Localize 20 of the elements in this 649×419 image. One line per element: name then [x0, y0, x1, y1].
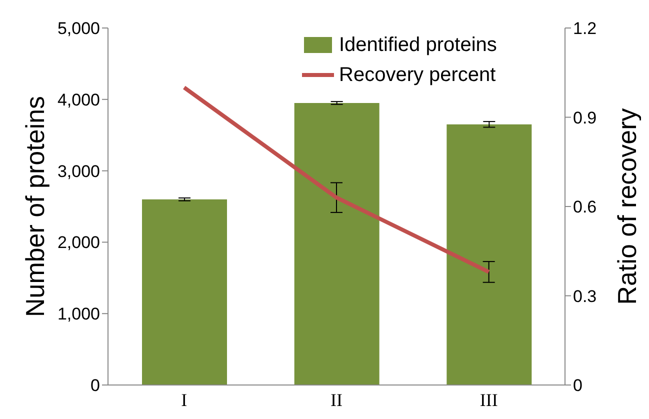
y-tick-label: 4,000	[57, 90, 100, 110]
x-tick-label: II	[330, 390, 342, 410]
y2-tick-label: 0.3	[573, 286, 597, 306]
y-tick-label: 5,000	[57, 19, 100, 38]
legend-label: Recovery percent	[339, 63, 496, 88]
x-tick-label: III	[480, 390, 498, 410]
y2-tick-label: 1.2	[573, 19, 597, 38]
y-tick-label: 2,000	[57, 233, 100, 252]
y-axis-title: Number of proteins	[20, 96, 50, 318]
y2-tick-label: 0	[573, 376, 582, 396]
x-tick-label: I	[181, 390, 188, 410]
y-tick-label: 1,000	[57, 304, 100, 324]
y2-tick-label: 0.9	[573, 108, 597, 128]
y-tick-label: 3,000	[57, 162, 100, 181]
legend-label: Identified proteins	[339, 33, 497, 58]
bar	[142, 199, 227, 385]
y2-tick-label: 0.6	[573, 198, 597, 217]
y-tick-label: 0	[90, 376, 100, 396]
bar	[446, 124, 532, 385]
bar	[294, 102, 380, 385]
